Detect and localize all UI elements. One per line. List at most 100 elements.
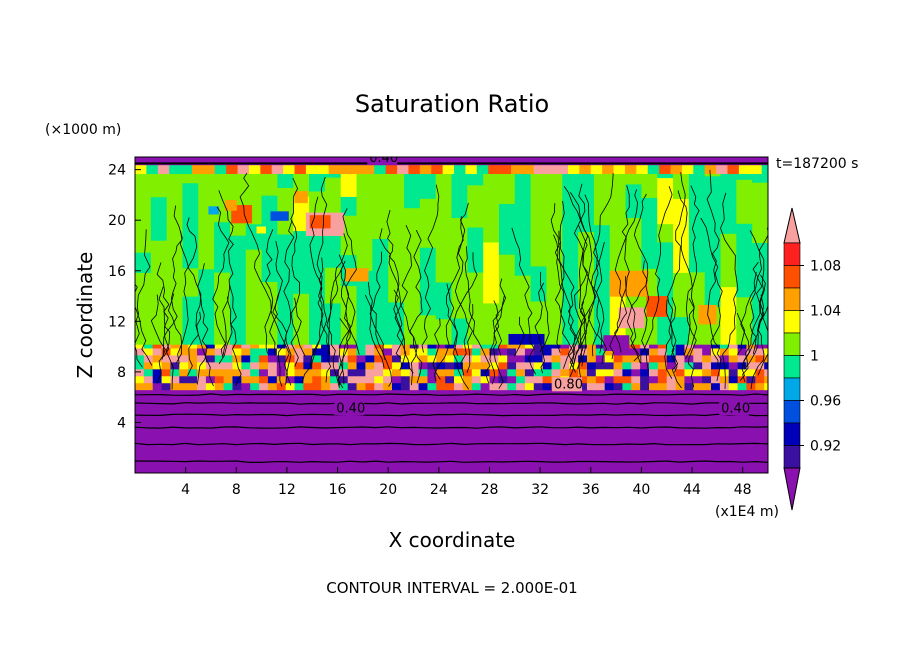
field-cell: [569, 354, 579, 363]
field-cell: [666, 340, 677, 349]
field-cell: [267, 347, 278, 356]
field-cell: [143, 382, 154, 391]
field-cell: [728, 382, 739, 391]
field-cell: [285, 347, 296, 356]
field-cell: [223, 347, 234, 356]
contour-line: [489, 300, 499, 385]
field-cell: [338, 347, 349, 356]
field-cell: [480, 382, 491, 391]
field-cell: [248, 164, 261, 175]
field-cell: [480, 354, 491, 363]
field-cell: [427, 340, 437, 349]
contour-line: [135, 442, 768, 446]
contour-line: [460, 303, 474, 376]
field-cell: [166, 301, 184, 345]
field-cell: [404, 172, 421, 209]
field-cell: [641, 169, 658, 198]
field-cell: [764, 354, 768, 363]
field-cell: [604, 347, 615, 356]
field-cell: [338, 361, 349, 370]
contour-line: [393, 289, 405, 359]
field-cell: [551, 361, 561, 370]
field-cell: [303, 382, 313, 391]
field-cell: [283, 164, 296, 175]
field-cell: [716, 164, 729, 175]
field-cell: [180, 164, 193, 175]
contour-line: [739, 304, 768, 381]
field-cell: [267, 361, 278, 370]
y-tick-label: 12: [108, 314, 126, 330]
field-cell: [471, 361, 482, 370]
field-cell: [524, 361, 535, 370]
contour-line: [567, 183, 586, 366]
field-cell: [188, 340, 198, 349]
field-cell: [338, 340, 349, 349]
field-cell: [719, 354, 730, 363]
field-cell: [498, 375, 508, 384]
field-cell: [514, 182, 532, 225]
field-cell: [223, 354, 234, 363]
field-cell: [365, 361, 375, 370]
field-cell: [666, 361, 677, 370]
field-cell: [514, 224, 532, 276]
field-cell: [197, 347, 207, 356]
field-cell: [648, 382, 659, 391]
field-cell: [436, 354, 446, 363]
field-cell: [755, 340, 765, 349]
field-cell: [294, 354, 304, 363]
field-cell: [329, 347, 340, 356]
field-cell: [271, 164, 284, 175]
field-cell: [418, 368, 429, 377]
field-cell: [483, 169, 500, 196]
field-cell: [454, 361, 464, 370]
field-cell: [737, 375, 748, 384]
field-cell: [507, 382, 517, 391]
field-cell: [728, 375, 739, 384]
field-cell: [340, 169, 358, 197]
field-cell: [303, 354, 313, 363]
field-cell: [436, 368, 446, 377]
field-cell: [214, 164, 227, 175]
field-cell: [693, 340, 703, 349]
field-cell: [613, 361, 624, 370]
field-cell: [374, 347, 384, 356]
field-cell: [188, 368, 198, 377]
y-units-label: (×1000 m): [45, 122, 121, 138]
field-cell: [383, 382, 393, 391]
field-cell: [489, 354, 499, 363]
field-cell: [542, 368, 553, 377]
field-cell: [595, 354, 606, 363]
field-cell: [719, 368, 730, 377]
field-cell: [321, 361, 331, 370]
field-cell: [609, 270, 649, 297]
field-cell: [764, 368, 768, 377]
field-cell: [250, 382, 260, 391]
field-cell: [135, 340, 145, 349]
field-cell: [728, 361, 739, 370]
field-cell: [631, 382, 641, 391]
field-cell: [524, 382, 535, 391]
field-cell: [445, 368, 455, 377]
field-cell: [488, 164, 501, 175]
field-cell: [659, 164, 672, 175]
field-cell: [372, 312, 389, 345]
field-cell: [688, 271, 706, 345]
field-cell: [648, 347, 659, 356]
field-cell: [675, 347, 686, 356]
field-cell: [736, 179, 753, 224]
field-cell: [578, 169, 595, 232]
field-cell: [418, 375, 429, 384]
field-cell: [498, 382, 508, 391]
contour-line: [326, 233, 348, 388]
field-cell: [152, 382, 163, 391]
field-cell: [329, 361, 340, 370]
field-cell: [232, 354, 242, 363]
field-cell: [498, 361, 508, 370]
field-cell: [755, 347, 765, 356]
contour-line: [135, 283, 153, 366]
field-cell: [329, 375, 340, 384]
field-cell: [208, 206, 220, 215]
field-cell: [267, 354, 278, 363]
contour-line: [421, 184, 440, 353]
field-cell: [294, 375, 304, 384]
